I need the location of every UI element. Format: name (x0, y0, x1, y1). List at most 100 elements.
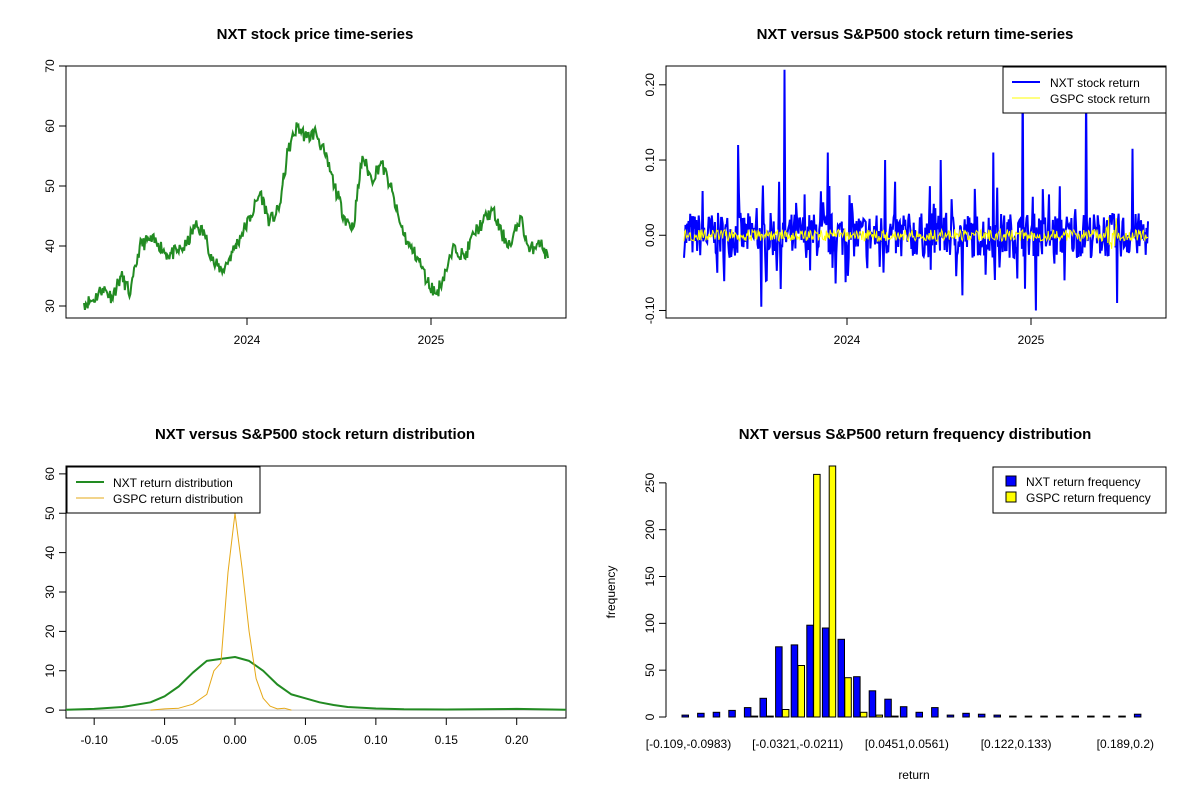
histogram-y-tick-label-1: 50 (643, 663, 657, 677)
histogram-legend-label-nxt: NXT return frequency (1026, 475, 1141, 489)
histogram-bars (681, 465, 1142, 718)
price-y-axis: 30 40 50 60 70 (43, 59, 67, 313)
returns-y-axis: -0.10 0.00 0.10 0.20 (643, 73, 667, 324)
returns-legend: NXT stock return GSPC stock return (1002, 66, 1167, 114)
panel-returns: NXT versus S&P500 stock return time-seri… (643, 26, 1167, 347)
histogram-bar-gspc-6 (781, 709, 790, 718)
histogram-x-tick-label-1: [-0.0321,-0.0211) (752, 737, 843, 751)
price-series (83, 122, 549, 311)
histogram-bar-nxt-6 (775, 646, 783, 718)
histogram-bar-nxt-3 (728, 709, 736, 718)
price-x-tick-label-0: 2024 (234, 333, 261, 347)
histogram-bar-nxt-16 (931, 707, 939, 718)
price-x-tick-label-1: 2025 (418, 333, 445, 347)
histogram-bar-nxt-29 (1133, 713, 1142, 718)
price-y-tick-label-4: 70 (43, 59, 57, 73)
histogram-bar-nxt-25 (1071, 715, 1079, 718)
histogram-bar-nxt-18 (962, 712, 970, 718)
density-x-tick-label-0: -0.10 (80, 733, 108, 747)
histogram-bar-nxt-17 (946, 714, 955, 718)
density-y-tick-label-6: 60 (43, 467, 57, 481)
density-series-line-0 (65, 656, 567, 711)
density-y-tick-label-5: 50 (43, 506, 57, 520)
histogram-bar-nxt-24 (1055, 715, 1064, 718)
price-x-axis: 2024 2025 (234, 317, 445, 347)
returns-x-axis: 2024 2025 (834, 317, 1045, 347)
density-x-axis: -0.10 -0.05 0.00 0.05 0.10 0.15 0.20 (80, 717, 529, 747)
histogram-x-tick-label-2: [0.0451,0.0561) (865, 737, 949, 751)
returns-y-tick-label-1: 0.00 (643, 223, 657, 247)
density-x-tick-label-4: 0.10 (364, 733, 388, 747)
histogram-bar-gspc-12 (875, 714, 883, 718)
histogram-bar-nxt-4 (743, 707, 752, 718)
histogram-bar-gspc-7 (797, 665, 805, 718)
density-y-tick-label-4: 40 (43, 546, 57, 560)
histogram-bar-nxt-15 (915, 711, 923, 718)
histogram-bar-gspc-10 (844, 677, 852, 718)
histogram-bar-nxt-11 (853, 676, 861, 718)
histogram-bar-nxt-21 (1009, 715, 1017, 718)
returns-legend-label-gspc: GSPC stock return (1050, 92, 1150, 106)
histogram-y-axis: 0 50 100 150 200 250 (643, 473, 667, 720)
returns-y-tick-label-3: 0.20 (643, 73, 657, 97)
histogram-bar-nxt-2 (712, 711, 721, 718)
histogram-chart-title: NXT versus S&P500 return frequency distr… (739, 426, 1092, 443)
panel-histogram: NXT versus S&P500 return frequency distr… (604, 426, 1167, 782)
histogram-y-tick-label-0: 0 (643, 713, 657, 720)
histogram-bar-nxt-19 (977, 713, 986, 718)
density-x-tick-label-2: 0.00 (223, 733, 247, 747)
histogram-bar-gspc-4 (750, 715, 759, 718)
price-plot-box (65, 65, 567, 319)
histogram-bar-gspc-11 (859, 711, 868, 718)
returns-legend-box (1002, 66, 1167, 114)
price-y-tick-label-1: 40 (43, 239, 57, 253)
histogram-bar-gspc-9 (828, 465, 837, 718)
histogram-legend-label-gspc: GSPC return frequency (1026, 491, 1151, 505)
histogram-bar-nxt-27 (1102, 715, 1111, 718)
histogram-legend-box (992, 466, 1167, 514)
density-series (65, 512, 567, 711)
returns-y-tick-label-0: -0.10 (643, 296, 657, 324)
histogram-bar-nxt-12 (868, 690, 877, 718)
density-y-tick-label-2: 20 (43, 624, 57, 638)
histogram-bar-nxt-7 (790, 644, 799, 718)
histogram-y-tick-label-4: 200 (643, 519, 657, 539)
returns-y-tick-label-2: 0.10 (643, 148, 657, 172)
histogram-bar-nxt-26 (1087, 715, 1095, 718)
density-legend-box (66, 466, 261, 514)
histogram-bar-gspc-5 (766, 715, 774, 718)
density-chart-title: NXT versus S&P500 stock return distribut… (155, 426, 475, 443)
histogram-y-tick-label-5: 250 (643, 473, 657, 493)
density-y-tick-label-1: 10 (43, 664, 57, 678)
histogram-bar-nxt-0 (681, 714, 689, 718)
price-chart-title: NXT stock price time-series (217, 26, 414, 43)
histogram-bar-nxt-1 (697, 712, 705, 718)
histogram-bar-nxt-8 (806, 624, 814, 718)
density-legend-label-gspc: GSPC return distribution (113, 492, 243, 506)
density-series-line-1 (150, 512, 292, 711)
returns-legend-label-nxt: NXT stock return (1050, 76, 1140, 90)
histogram-x-axis: [-0.109,-0.0983) [-0.0321,-0.0211) [0.0451… (646, 737, 1154, 751)
density-x-tick-label-5: 0.15 (435, 733, 459, 747)
histogram-legend-swatch-nxt (1005, 475, 1017, 487)
price-series-line (83, 122, 549, 311)
density-legend-label-nxt: NXT return distribution (113, 476, 233, 490)
density-y-axis: 0 10 20 30 40 50 60 (43, 467, 67, 713)
density-y-tick-label-0: 0 (43, 706, 57, 713)
histogram-y-axis-label: frequency (604, 566, 618, 619)
panel-density: NXT versus S&P500 stock return distribut… (43, 426, 567, 747)
histogram-bar-nxt-23 (1040, 715, 1048, 718)
histogram-y-tick-label-2: 100 (643, 613, 657, 633)
price-y-tick-label-3: 60 (43, 119, 57, 133)
histogram-x-tick-label-3: [0.122,0.133) (981, 737, 1052, 751)
histogram-legend: NXT return frequency GSPC return frequen… (992, 466, 1167, 514)
histogram-y-tick-label-3: 150 (643, 566, 657, 586)
returns-series (683, 69, 1149, 311)
histogram-bar-nxt-28 (1118, 715, 1126, 718)
histogram-x-axis-label: return (898, 768, 929, 782)
histogram-bar-gspc-8 (813, 473, 821, 718)
returns-chart-title: NXT versus S&P500 stock return time-seri… (757, 26, 1074, 43)
histogram-legend-swatch-gspc (1005, 491, 1017, 503)
density-x-tick-label-6: 0.20 (505, 733, 529, 747)
